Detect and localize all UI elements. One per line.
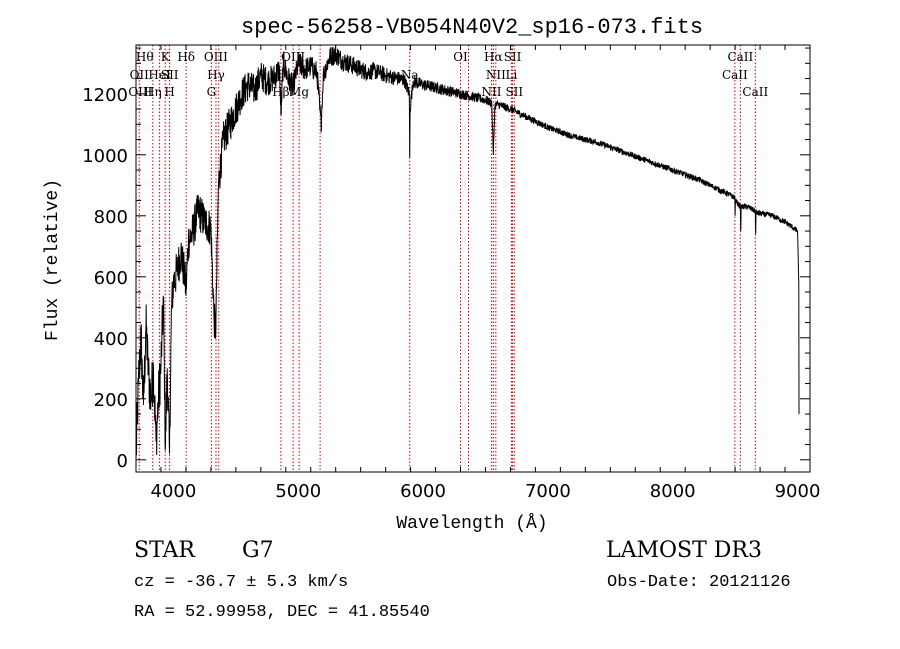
line-marker-label: OI <box>453 50 468 64</box>
axis-tick-labels: 4000 5000 6000 7000 8000 9000 0 200 400 600 800 100… <box>82 85 820 502</box>
y-tick-label: 200 <box>94 390 128 411</box>
line-marker-label: OIII <box>281 50 305 64</box>
axis-ticks <box>135 45 811 472</box>
redshift-velocity: cz = -36.7 ± 5.3 km/s <box>134 573 349 592</box>
line-marker-label: Hβ <box>272 85 289 99</box>
line-marker-label: HeI <box>148 68 171 82</box>
line-marker-label: CaII <box>722 68 748 82</box>
line-marker-label: K <box>161 50 171 64</box>
line-marker-label: CaII <box>727 50 753 64</box>
line-marker-label: NII <box>486 68 506 82</box>
line-marker-label: NII <box>481 85 501 99</box>
y-tick-label: 0 <box>117 451 128 472</box>
x-tick-label: 8000 <box>650 481 696 502</box>
line-marker-label: G <box>207 85 217 99</box>
survey-name: LAMOST DR3 <box>606 538 762 563</box>
line-marker-label: Hθ <box>136 50 154 64</box>
y-tick-label: 1000 <box>82 146 128 167</box>
line-marker-group <box>138 45 756 472</box>
line-marker-label: Li <box>506 68 518 82</box>
line-marker-label: Hγ <box>207 68 225 82</box>
line-marker-label: SII <box>505 85 523 99</box>
y-tick-label: 400 <box>94 329 128 350</box>
line-marker-label: CaII <box>742 85 768 99</box>
line-marker-label: OII <box>130 68 150 82</box>
y-tick-label: 600 <box>94 268 128 289</box>
y-tick-label: 1200 <box>82 85 128 106</box>
line-marker-label: OIII <box>204 50 228 64</box>
x-tick-label: 9000 <box>775 481 821 502</box>
plot-frame <box>135 44 811 473</box>
x-tick-label: 7000 <box>525 481 571 502</box>
spectrum-line <box>135 45 800 460</box>
ra-dec-coordinates: RA = 52.99958, DEC = 41.85540 <box>134 603 430 622</box>
chart-title: spec-56258-VB054N40V2_sp16-073.fits <box>241 15 703 40</box>
line-marker-label: Mg <box>289 85 309 99</box>
y-axis-label: Flux (relative) <box>43 179 63 341</box>
line-marker-label: SII <box>504 50 522 64</box>
x-axis-label: Wavelength (Å) <box>396 513 547 534</box>
x-tick-label: 5000 <box>275 481 321 502</box>
line-marker-label: Hα <box>484 50 503 64</box>
line-marker-label: Hη <box>144 85 162 99</box>
line-marker-label: H <box>164 85 174 99</box>
observation-date: Obs-Date: 20121126 <box>607 573 791 592</box>
line-marker-label: Hδ <box>177 50 195 64</box>
object-class: STAR <box>134 538 195 563</box>
line-marker-label: SII <box>161 68 179 82</box>
line-marker-label: OIII <box>128 85 152 99</box>
x-tick-label: 4000 <box>151 481 197 502</box>
line-marker-label: Na <box>401 68 419 82</box>
object-subclass: G7 <box>242 538 274 563</box>
x-tick-label: 6000 <box>400 481 446 502</box>
y-tick-label: 800 <box>94 207 128 228</box>
